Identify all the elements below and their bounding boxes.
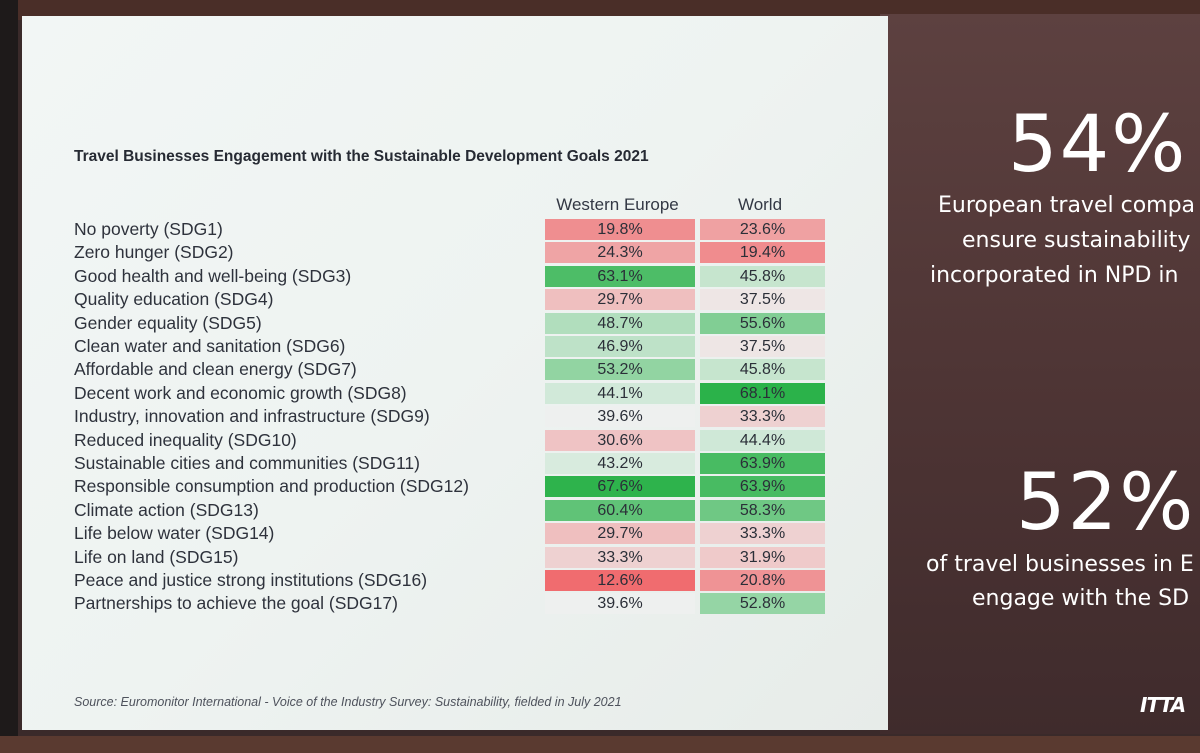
stat-2-value: 52% (1016, 458, 1196, 548)
cell-world: 58.3% (700, 499, 825, 521)
cell-world: 44.4% (700, 429, 825, 451)
chart-title: Travel Businesses Engagement with the Su… (74, 148, 649, 165)
stat-2-text-line-1: of travel businesses in E (926, 552, 1194, 577)
cell-western-europe: 29.7% (545, 289, 695, 311)
cell-world: 23.6% (700, 219, 825, 240)
cell-western-europe: 53.2% (545, 359, 695, 381)
cell-western-europe: 24.3% (545, 242, 695, 264)
row-label: Partnerships to achieve the goal (SDG17) (74, 593, 398, 614)
row-label: No poverty (SDG1) (74, 219, 223, 239)
cell-western-europe: 46.9% (545, 336, 695, 357)
cell-world: 33.3% (700, 406, 825, 428)
row-label: Life below water (SDG14) (74, 523, 275, 544)
stat-1-text-line-3: incorporated in NPD in (930, 263, 1179, 288)
cell-western-europe: 29.7% (545, 523, 695, 545)
cell-world: 52.8% (700, 593, 825, 615)
row-label: Quality education (SDG4) (74, 289, 274, 310)
row-label: Good health and well-being (SDG3) (74, 265, 352, 286)
row-label: Life on land (SDG15) (74, 546, 239, 567)
cell-western-europe: 44.1% (545, 382, 695, 404)
stat-1-text-line-2: ensure sustainability (962, 228, 1191, 253)
row-label: Sustainable cities and communities (SDG1… (74, 453, 420, 473)
cell-western-europe: 63.1% (545, 265, 695, 287)
cell-world: 68.1% (700, 382, 825, 404)
cell-western-europe: 30.6% (545, 429, 695, 451)
cell-world: 45.8% (700, 265, 825, 287)
cell-western-europe: 12.6% (545, 570, 695, 591)
row-label: Industry, innovation and infrastructure … (74, 406, 430, 427)
cell-world: 33.3% (700, 523, 825, 545)
cell-world: 20.8% (700, 570, 825, 591)
column-header-world: World (737, 195, 783, 214)
row-label: Peace and justice strong institutions (S… (74, 570, 428, 590)
cell-world: 63.9% (700, 476, 825, 498)
column-header-western-europe: Western Europe (556, 195, 679, 214)
cell-western-europe: 33.3% (545, 546, 695, 568)
cell-western-europe: 43.2% (545, 453, 695, 474)
row-label: Zero hunger (SDG2) (74, 242, 234, 263)
cell-western-europe: 67.6% (545, 476, 695, 498)
cell-western-europe: 19.8% (545, 219, 695, 240)
projector-bottom-edge (0, 736, 1200, 753)
cell-world: 55.6% (700, 312, 825, 334)
cell-world: 45.8% (700, 359, 825, 381)
cell-world: 63.9% (700, 453, 825, 474)
row-label: Clean water and sanitation (SDG6) (74, 336, 346, 356)
brand-logo: ITTA (1140, 693, 1186, 717)
cell-western-europe: 39.6% (545, 593, 695, 615)
row-label: Gender equality (SDG5) (74, 312, 262, 333)
row-label: Reduced inequality (SDG10) (74, 429, 297, 450)
cell-western-europe: 60.4% (545, 499, 695, 521)
row-label: Responsible consumption and production (… (74, 476, 469, 497)
row-label: Affordable and clean energy (SDG7) (74, 359, 357, 380)
stat-2-text-line-2: engage with the SD (972, 586, 1190, 611)
stat-1-value: 54% (1008, 100, 1188, 190)
cell-world: 37.5% (700, 289, 825, 311)
stat-1-text-line-1: European travel compa (938, 193, 1196, 218)
source-note: Source: Euromonitor International - Voic… (74, 695, 622, 709)
cell-world: 37.5% (700, 336, 825, 357)
slide-right-panel (880, 14, 1200, 734)
cell-world: 31.9% (700, 546, 825, 568)
row-label: Climate action (SDG13) (74, 499, 259, 520)
projector-left-edge (0, 0, 18, 753)
cell-western-europe: 39.6% (545, 406, 695, 428)
cell-world: 19.4% (700, 242, 825, 264)
cell-western-europe: 48.7% (545, 312, 695, 334)
row-label: Decent work and economic growth (SDG8) (74, 382, 407, 403)
